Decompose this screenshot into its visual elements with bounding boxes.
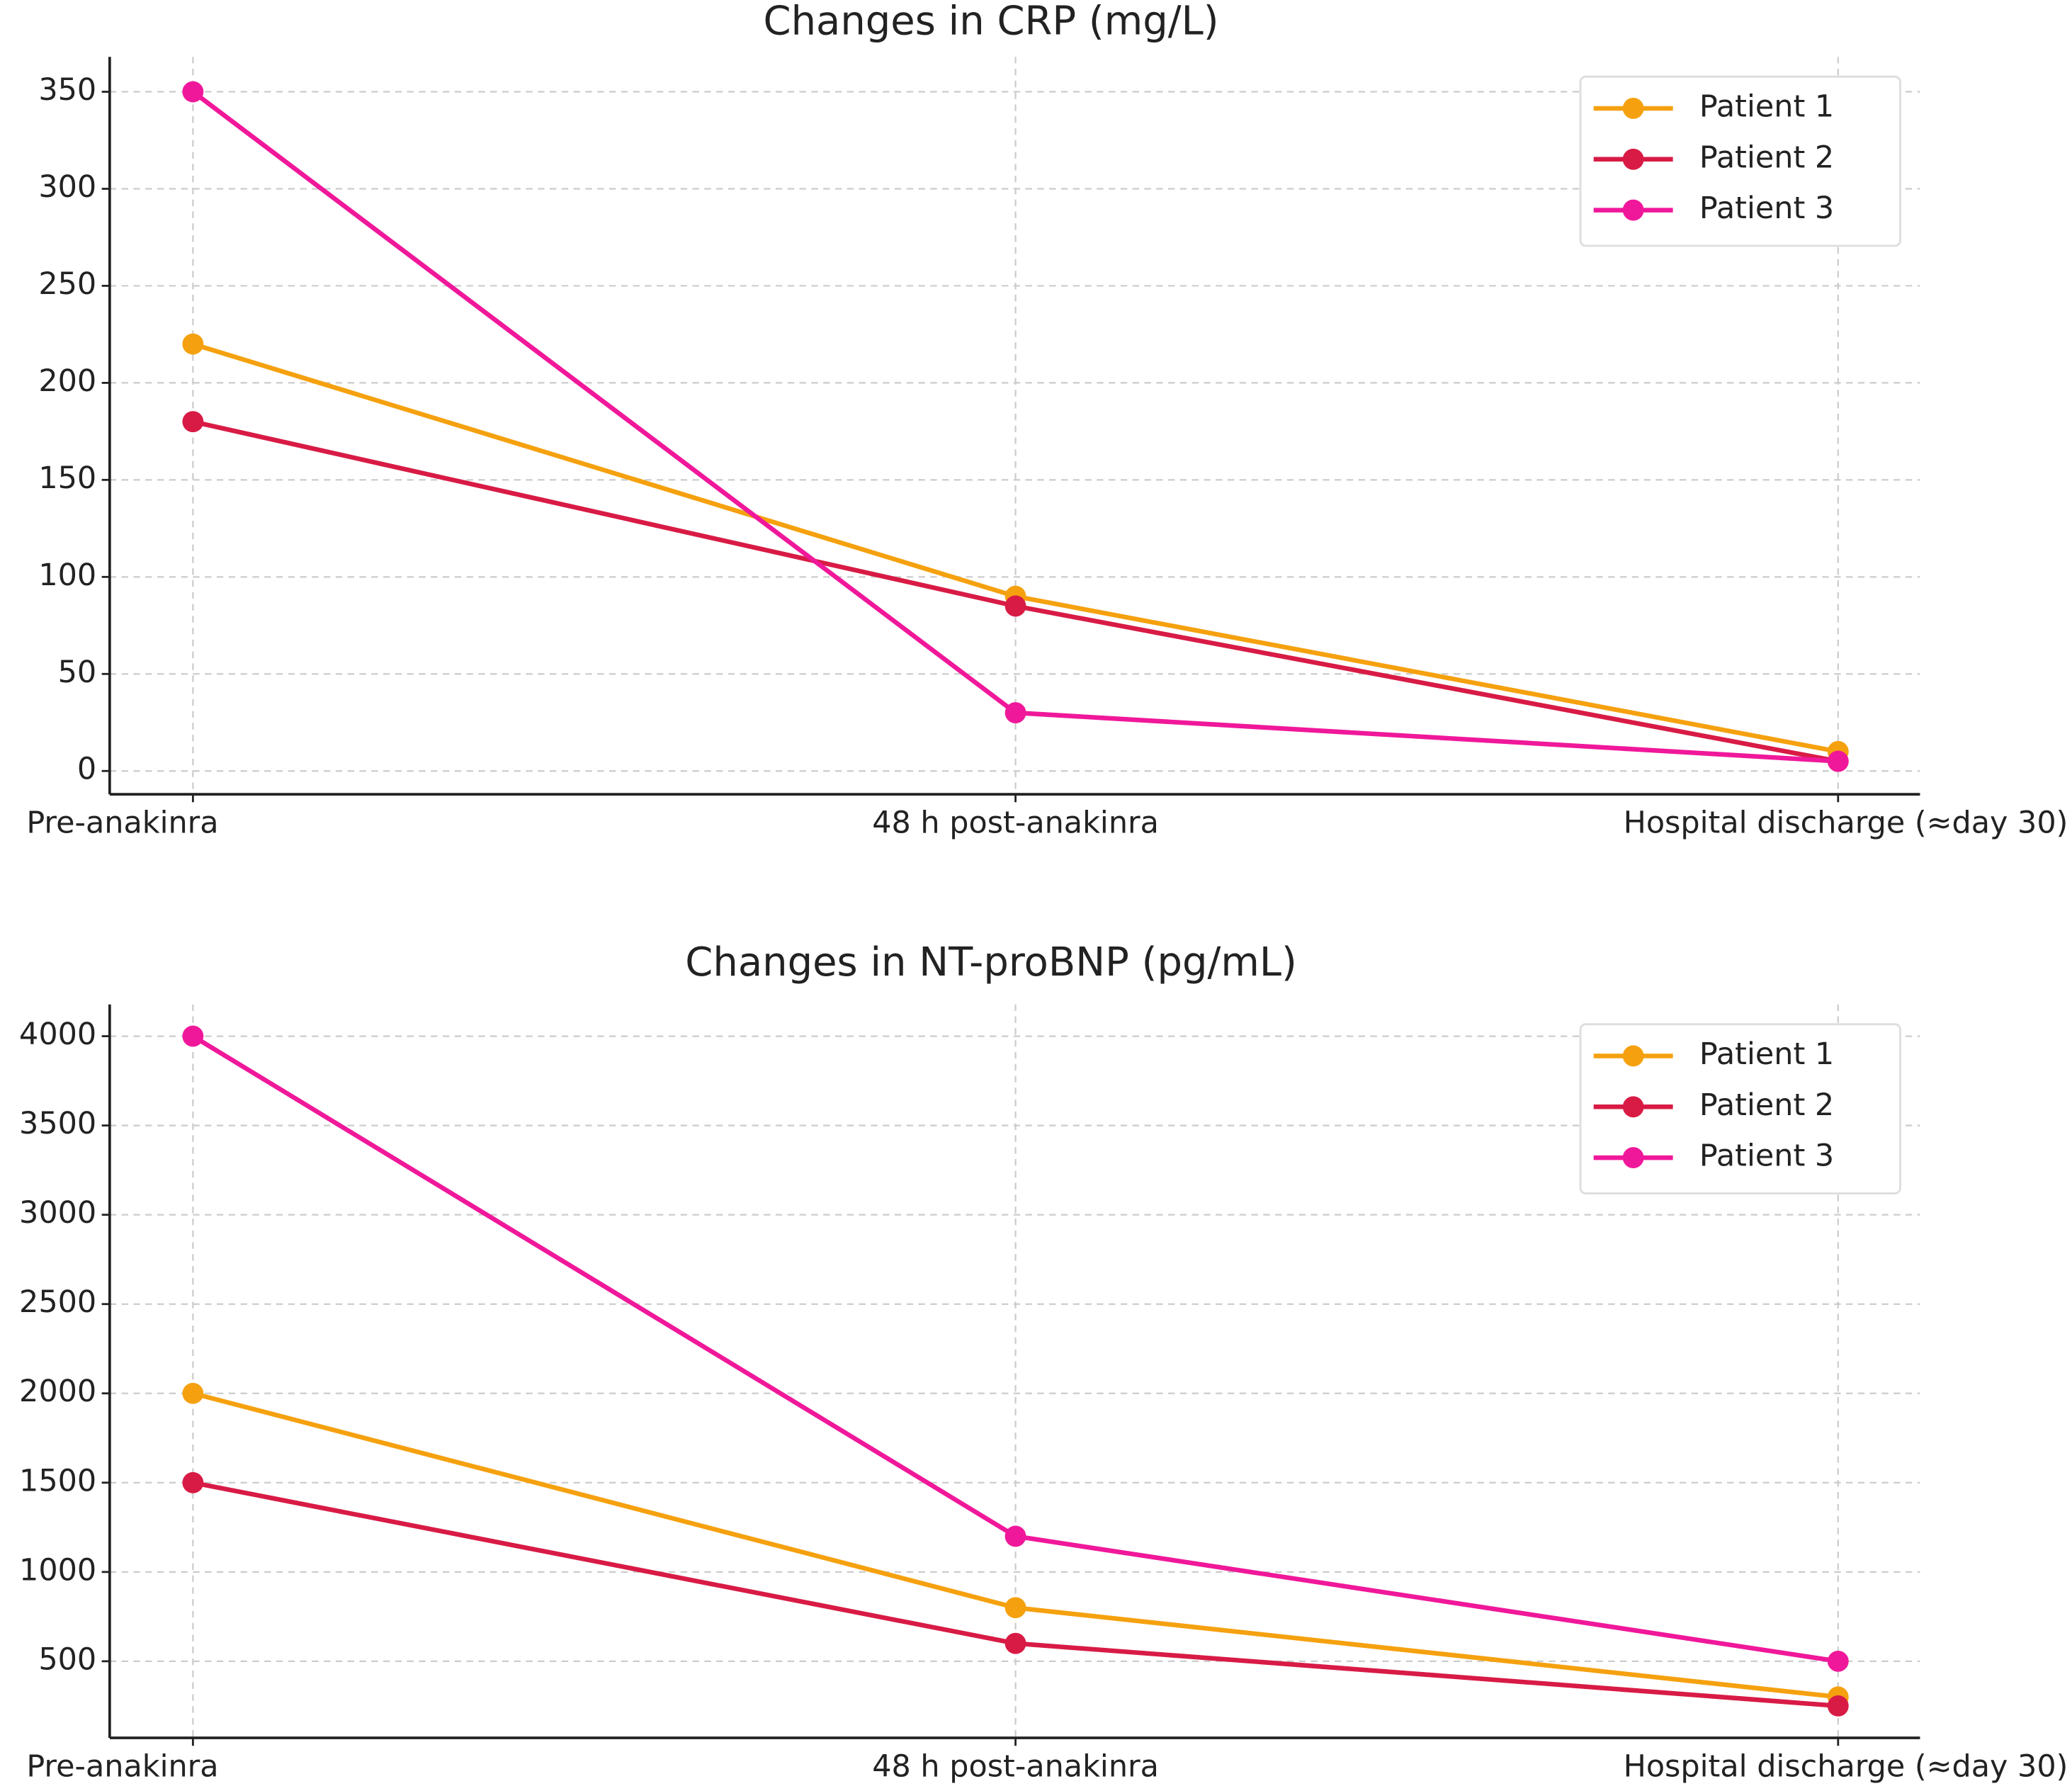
data-point — [182, 411, 204, 433]
y-tick-label: 2500 — [19, 1284, 96, 1320]
x-tick-label: Pre-anakinra — [26, 806, 218, 841]
legend-label: Patient 1 — [1699, 1036, 1834, 1072]
chart-title: Changes in NT-proBNP (pg/mL) — [685, 939, 1297, 985]
y-tick-label: 350 — [38, 72, 96, 108]
y-tick-label: 3500 — [19, 1106, 96, 1141]
y-tick-label: 100 — [38, 558, 96, 593]
legend-marker — [1622, 1045, 1644, 1067]
data-point — [182, 1025, 204, 1047]
data-point — [1827, 1650, 1849, 1672]
y-tick-label: 50 — [58, 655, 97, 690]
legend: Patient 1 Patient 2 Patient 3 — [1579, 1023, 1901, 1194]
x-tick-label: Pre-anakinra — [26, 1748, 218, 1784]
legend-label: Patient 3 — [1699, 191, 1834, 226]
plot: 0 50 100 150 200 250 300 350 Pre-anakinra 48 h po… — [26, 0, 2068, 841]
data-point — [1004, 1525, 1026, 1547]
x-tick-label: Hospital discharge (≈day 30) — [1624, 1748, 2068, 1784]
plot: 500 1000 1500 2000 2500 3000 3500 4000 Pre-anaki… — [19, 939, 2068, 1785]
data-point — [182, 81, 204, 103]
legend-label: Patient 1 — [1699, 89, 1834, 124]
y-tick-label: 150 — [38, 461, 96, 496]
legend-label: Patient 3 — [1699, 1139, 1834, 1174]
legend-marker — [1622, 1147, 1644, 1169]
y-tick-label: 250 — [38, 266, 96, 302]
data-point — [182, 333, 204, 355]
legend-marker — [1622, 1096, 1644, 1118]
y-tick-label: 200 — [38, 363, 96, 399]
y-tick-label: 300 — [38, 169, 96, 205]
y-tick-label: 4000 — [19, 1017, 96, 1052]
y-tick-label: 1500 — [19, 1463, 96, 1498]
x-tick-label: 48 h post-anakinra — [872, 806, 1159, 841]
legend-marker — [1622, 98, 1644, 119]
data-point — [1827, 750, 1849, 772]
legend-box — [1579, 75, 1901, 247]
chart-title: Changes in CRP (mg/L) — [764, 0, 1219, 45]
legend-marker — [1622, 148, 1644, 170]
data-point — [1004, 1597, 1026, 1619]
y-tick-label: 0 — [77, 752, 96, 787]
legend-box — [1579, 1023, 1901, 1194]
data-point — [182, 1382, 204, 1404]
data-point — [182, 1471, 204, 1493]
data-point — [1004, 702, 1026, 723]
x-tick-label: 48 h post-anakinra — [872, 1748, 1159, 1784]
y-tick-label: 2000 — [19, 1374, 96, 1409]
legend-label: Patient 2 — [1699, 140, 1834, 175]
legend: Patient 1 Patient 2 Patient 3 — [1579, 75, 1901, 247]
legend-label: Patient 2 — [1699, 1087, 1834, 1123]
y-tick-label: 3000 — [19, 1195, 96, 1231]
y-tick-label: 1000 — [19, 1552, 96, 1588]
data-point — [1004, 595, 1026, 617]
data-point — [1827, 1695, 1849, 1717]
x-tick-label: Hospital discharge (≈day 30) — [1624, 806, 2068, 841]
y-tick-label: 500 — [38, 1642, 96, 1677]
data-point — [1004, 1632, 1026, 1654]
legend-marker — [1622, 199, 1644, 221]
